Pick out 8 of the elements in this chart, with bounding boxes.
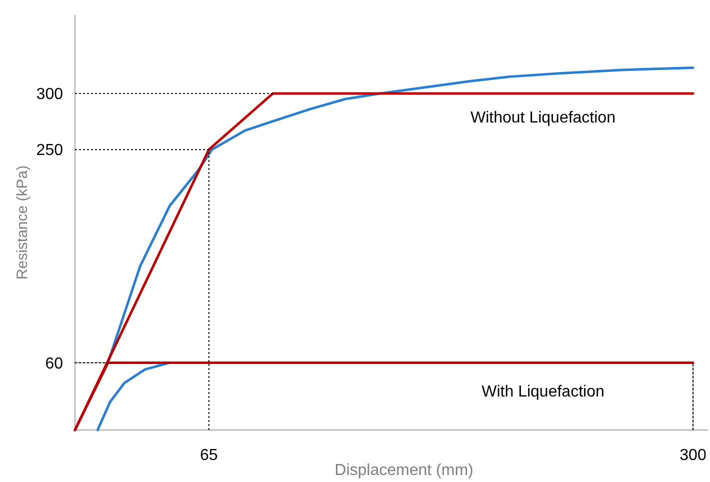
x-axis-title: Displacement (mm) <box>334 462 474 479</box>
y-tick-label: 60 <box>45 355 64 372</box>
y-tick-label: 300 <box>36 86 64 104</box>
annotation: Without Liquefaction <box>470 110 616 127</box>
y-axis-title: Resistance (kPa) <box>14 165 31 280</box>
y-tick-label: 250 <box>36 142 64 160</box>
x-tick-label: 65 <box>200 447 218 464</box>
annotation: With Liquefaction <box>482 384 604 401</box>
